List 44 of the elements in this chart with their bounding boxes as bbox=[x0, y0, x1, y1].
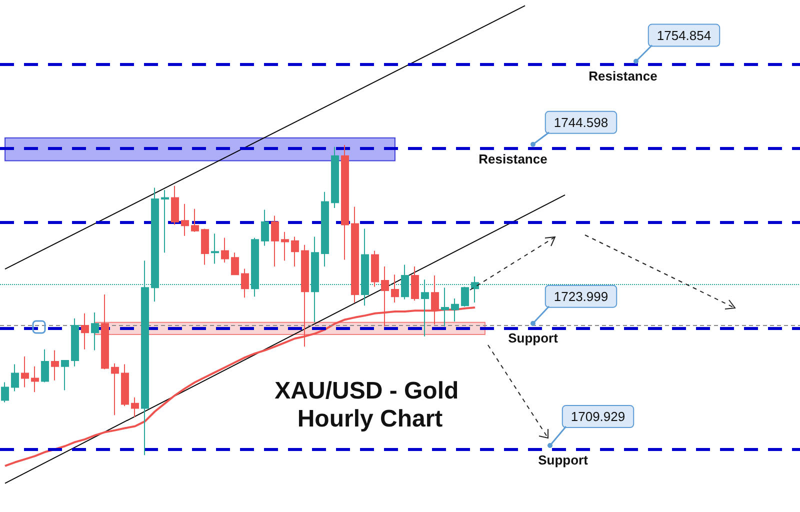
text: 1754.854 bbox=[656, 28, 712, 43]
candlestick bbox=[281, 231, 289, 262]
candlestick bbox=[211, 233, 219, 264]
candlestick bbox=[61, 360, 69, 391]
candlestick bbox=[271, 215, 279, 268]
text: Resistance bbox=[588, 68, 658, 84]
candlestick bbox=[261, 209, 269, 246]
annotation: 1709.929 bbox=[570, 409, 626, 424]
candlestick bbox=[231, 252, 239, 276]
candlestick bbox=[451, 298, 459, 322]
candlestick bbox=[1, 382, 9, 403]
candlestick bbox=[111, 362, 119, 416]
text: 1744.598 bbox=[554, 114, 608, 130]
candlestick bbox=[341, 144, 349, 260]
candlestick bbox=[91, 312, 99, 351]
candlestick bbox=[371, 250, 379, 288]
candlestick bbox=[321, 191, 329, 268]
text: XAU/USD - Gold Hourly Chart bbox=[274, 378, 466, 432]
annotation: Resistance bbox=[478, 151, 548, 166]
candlestick bbox=[121, 364, 129, 407]
annotation: Support bbox=[508, 330, 559, 346]
candlestick bbox=[191, 208, 199, 232]
candlestick bbox=[241, 268, 249, 298]
candlestick bbox=[71, 318, 79, 367]
candlestick bbox=[51, 350, 59, 381]
candlestick bbox=[391, 274, 399, 304]
candlestick bbox=[161, 189, 169, 254]
candlestick bbox=[11, 364, 19, 392]
candlestick bbox=[221, 237, 229, 264]
candlestick bbox=[21, 356, 29, 388]
annotation: Support bbox=[538, 452, 589, 468]
candlestick bbox=[181, 203, 189, 236]
candlestick bbox=[291, 236, 299, 268]
candlestick bbox=[41, 348, 49, 383]
candlestick bbox=[441, 287, 449, 327]
candlestick bbox=[81, 312, 89, 350]
candlestick bbox=[331, 146, 339, 208]
candlestick bbox=[171, 185, 179, 226]
candlestick bbox=[201, 228, 209, 266]
candlestick bbox=[131, 396, 139, 418]
candlestick bbox=[31, 366, 39, 393]
candlestick bbox=[351, 206, 359, 304]
candlestick bbox=[411, 266, 419, 302]
annotation: 1723.999 bbox=[554, 288, 608, 304]
